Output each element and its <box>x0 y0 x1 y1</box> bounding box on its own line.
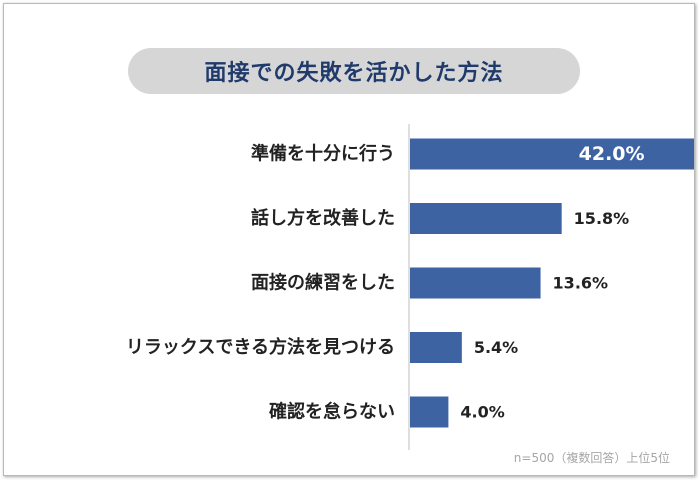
bar <box>410 138 694 170</box>
category-label: 準備を十分に行う <box>251 143 395 165</box>
category-label: 面接の練習をした <box>251 272 395 294</box>
category-label: 確認を怠らない <box>269 401 395 423</box>
bar <box>410 332 462 363</box>
value-label: 5.4% <box>474 338 518 357</box>
bars-layer: 準備を十分に行う 42.0% 話し方を改善した 15.8% 面接の練習をした 13.6% リ… <box>126 138 694 428</box>
value-label: 15.8% <box>574 209 630 228</box>
bar <box>410 267 541 299</box>
chart-frame: 面接での失敗を活かした方法 準備を十分に行う 42.0% 話し方を改善した 15.8%… <box>3 3 695 476</box>
sample-size-note: n=500（複数回答）上位5位 <box>513 451 670 465</box>
chart-title: 面接での失敗を活かした方法 <box>128 48 580 94</box>
value-label: 4.0% <box>460 403 504 422</box>
bar <box>410 396 449 428</box>
bar-chart: 準備を十分に行う 42.0% 話し方を改善した 15.8% 面接の練習をした 13.6% リ… <box>126 124 694 450</box>
value-label: 13.6% <box>553 274 609 293</box>
bar <box>410 203 562 234</box>
category-label: リラックスできる方法を見つける <box>126 336 395 358</box>
category-label: 話し方を改善した <box>251 207 395 229</box>
value-label: 42.0% <box>579 143 645 165</box>
